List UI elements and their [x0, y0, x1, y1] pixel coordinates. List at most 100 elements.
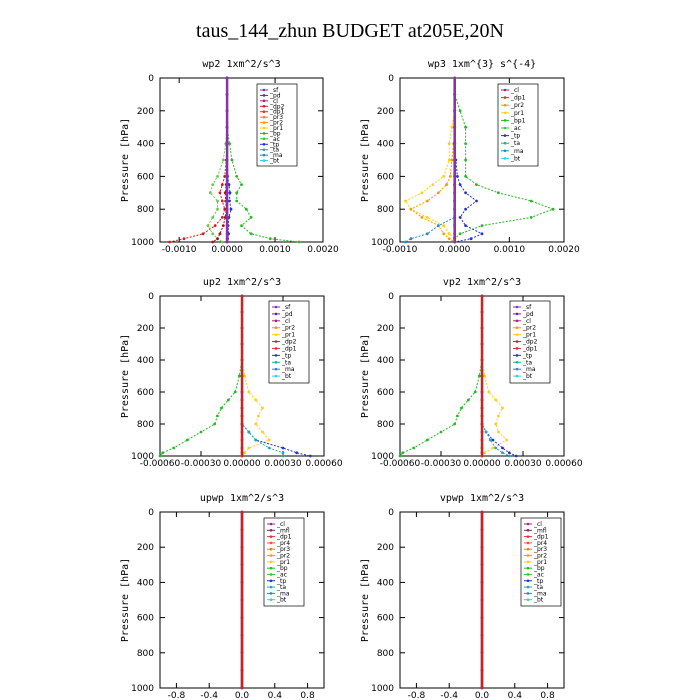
data-point [448, 175, 452, 178]
data-point [469, 237, 473, 241]
panel-title: wp3 1xm^{3} s^{-4} [428, 59, 536, 70]
x-tick-label: 0.8 [540, 691, 555, 700]
data-point [480, 422, 484, 426]
legend-marker [503, 126, 507, 130]
y-axis-label: Pressure [hPa] [120, 558, 131, 642]
data-point [226, 398, 230, 402]
x-tick-label: 0.00000 [223, 459, 260, 469]
legend-marker [269, 598, 273, 601]
panel-title: wp2 1xm^2/s^3 [202, 59, 280, 70]
legend-marker [503, 119, 507, 122]
legend-marker [262, 110, 266, 114]
data-point [491, 438, 495, 442]
legend-marker [274, 367, 278, 371]
data-point [211, 216, 215, 219]
legend-marker [526, 585, 530, 589]
y-tick-label: 1000 [371, 452, 394, 462]
data-point [453, 207, 457, 211]
data-point [401, 451, 405, 455]
data-point [412, 446, 416, 450]
data-point [240, 183, 243, 187]
data-point [442, 175, 446, 178]
legend-marker [515, 347, 519, 350]
data-point [501, 406, 504, 410]
data-point [453, 422, 457, 426]
legend-label: _ta [281, 359, 291, 366]
legend-label: _bt [281, 373, 292, 380]
data-point [229, 207, 233, 211]
legend-marker [515, 312, 519, 316]
y-tick-label: 800 [137, 420, 154, 430]
legend-marker [515, 340, 519, 343]
data-point [425, 232, 429, 236]
data-point [453, 93, 457, 96]
data-point [199, 430, 203, 434]
data-point [464, 125, 467, 129]
data-point [240, 224, 243, 228]
data-point [409, 207, 413, 211]
data-point [240, 454, 244, 458]
data-point [404, 199, 407, 203]
x-tick-label: -0.8 [408, 691, 426, 700]
data-point [480, 430, 484, 434]
data-point [240, 581, 244, 584]
x-tick-label: 0.00060 [545, 459, 582, 469]
legend: _cl_mfl_dp1_pr4_pr3_pr2_pr1_bp_ac_tp_ta_… [263, 517, 305, 607]
legend-marker [526, 579, 530, 583]
data-point [237, 374, 241, 378]
legend-label: _cl [281, 318, 290, 325]
legend-label: _cl [522, 318, 531, 325]
legend-label: _dp1 [533, 534, 549, 541]
legend-marker [269, 554, 273, 557]
data-point [220, 240, 224, 244]
legend-marker [274, 347, 278, 350]
y-tick-label: 200 [137, 107, 154, 117]
data-point [295, 451, 299, 455]
legend-marker [274, 340, 278, 343]
legend-label: _dp1 [522, 345, 538, 352]
x-tick-label: 0.0 [475, 691, 490, 700]
y-axis-label: Pressure [hPa] [360, 558, 371, 642]
legend-marker [503, 141, 507, 145]
legend: _cl_dp1_pr2_pr1_bp1_ac_tp_ta_ma_bt [497, 83, 539, 167]
data-point [218, 191, 222, 195]
y-tick-label: 800 [137, 205, 154, 215]
data-point [447, 237, 451, 241]
legend-marker [503, 96, 507, 99]
data-point [235, 199, 239, 203]
data-point [464, 224, 467, 228]
data-point [240, 406, 244, 410]
data-point [497, 414, 500, 418]
data-point [268, 237, 272, 241]
legend-label: _sf [269, 87, 279, 94]
legend-label: _mfl [533, 527, 547, 534]
legend-label: _bt [276, 597, 287, 604]
legend-marker [274, 305, 278, 309]
data-point [185, 438, 189, 442]
data-point [453, 240, 457, 244]
data-point [225, 158, 229, 162]
x-tick-label: -0.0010 [383, 245, 418, 255]
y-axis-label: Pressure [hPa] [120, 118, 131, 202]
data-point [249, 232, 253, 236]
x-tick-label: 0.0 [235, 691, 250, 700]
legend-frame [256, 83, 298, 167]
legend-label: _sf [281, 304, 291, 311]
data-point [464, 207, 467, 211]
data-point [240, 528, 244, 531]
data-point [225, 191, 229, 195]
y-tick-label: 0 [388, 292, 394, 302]
legend-marker [526, 541, 530, 545]
data-point [480, 563, 484, 567]
legend-marker [526, 535, 530, 538]
legend-marker [269, 579, 273, 583]
legend-label: _tp [533, 578, 543, 585]
x-tick-label: 0.0000 [439, 245, 471, 255]
y-tick-label: 600 [137, 388, 154, 398]
legend-marker [503, 157, 507, 160]
data-point [497, 430, 500, 434]
x-tick-label: 0.0010 [494, 245, 526, 255]
y-tick-label: 400 [137, 578, 154, 588]
legend-marker [269, 592, 273, 595]
legend-label: _dp2 [522, 339, 538, 346]
